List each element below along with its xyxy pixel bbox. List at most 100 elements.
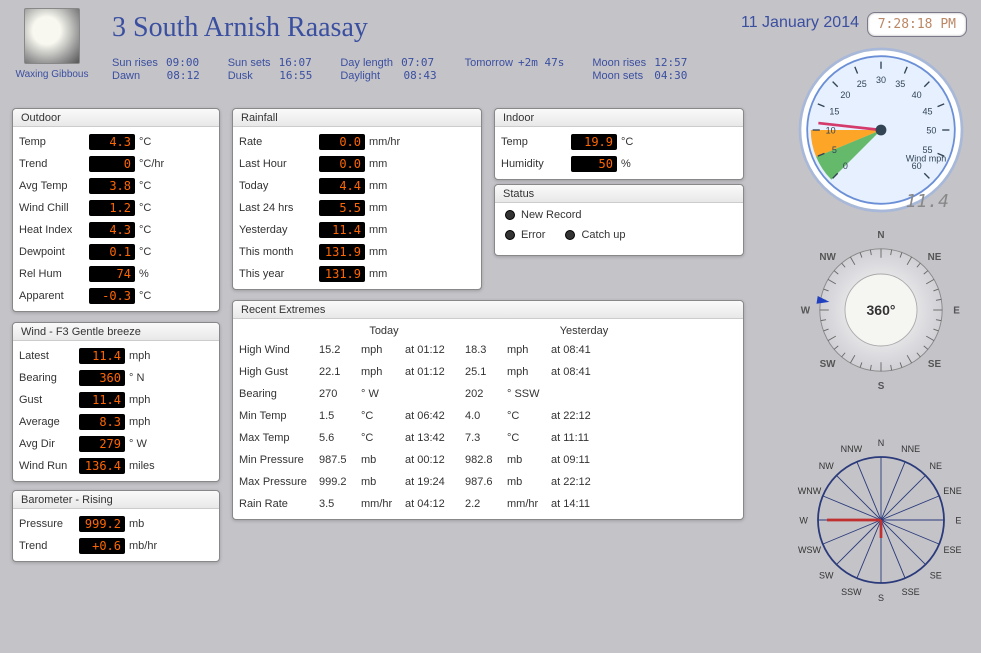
svg-text:5: 5 [832, 145, 837, 155]
svg-text:Wind mph: Wind mph [906, 154, 947, 164]
row-label: Latest [19, 350, 79, 362]
extremes-row: Min Pressure987.5mbat 00:12982.8mbat 09:… [239, 449, 737, 471]
svg-text:S: S [878, 593, 884, 603]
extremes-today-time: at 06:42 [405, 410, 465, 422]
extremes-yest-unit: °C [507, 410, 551, 422]
extremes-yest-unit: °C [507, 432, 551, 444]
extremes-yest-value: 982.8 [465, 454, 507, 466]
moon-sets-value: 04:30 [654, 69, 687, 82]
row-unit: mm/hr [369, 136, 400, 148]
svg-text:40: 40 [912, 90, 922, 100]
extremes-today-unit: °C [361, 432, 405, 444]
row-unit: mph [129, 350, 150, 362]
rainfall-panel: Rainfall Rate0.0mm/hrLast Hour0.0mmToday… [232, 108, 482, 290]
daylight-value: 08:43 [404, 69, 437, 82]
extremes-yest-value: 2.2 [465, 498, 507, 510]
row-unit: miles [129, 460, 155, 472]
tomorrow-value: +2m 47s [518, 56, 564, 69]
status-item: Error [505, 229, 545, 249]
wind-rose: NNNENEENEEESESESSESSSWSWWSWWWNWNWNNW [791, 420, 971, 620]
row-value: 11.4 [79, 392, 125, 408]
svg-text:WSW: WSW [798, 545, 821, 555]
row-value: 279 [79, 436, 125, 452]
sun-rises-label: Sun rises [112, 57, 158, 69]
row-label: Rate [239, 136, 319, 148]
data-row: Latest11.4mph [19, 345, 213, 367]
extremes-yest-unit: mph [507, 366, 551, 378]
row-unit: mm [369, 180, 387, 192]
row-value: +0.6 [79, 538, 125, 554]
svg-text:SW: SW [819, 570, 834, 580]
extremes-yest-time: at 14:11 [551, 498, 611, 510]
extremes-label: Max Pressure [239, 476, 319, 488]
svg-text:0: 0 [843, 161, 848, 171]
svg-text:SE: SE [928, 359, 942, 370]
extremes-yest-time: at 08:41 [551, 344, 611, 356]
svg-text:45: 45 [923, 106, 933, 116]
outdoor-panel: Outdoor Temp4.3°CTrend0°C/hrAvg Temp3.8°… [12, 108, 220, 312]
row-value: 0.0 [319, 156, 365, 172]
outdoor-title: Outdoor [13, 109, 219, 127]
extremes-today-time: at 00:12 [405, 454, 465, 466]
extremes-label: Min Pressure [239, 454, 319, 466]
status-label: New Record [521, 209, 582, 221]
row-value: 19.9 [571, 134, 617, 150]
barometer-title: Barometer - Rising [13, 491, 219, 509]
row-unit: °C [139, 224, 151, 236]
svg-text:SSE: SSE [902, 587, 920, 597]
row-label: Temp [19, 136, 89, 148]
almanac-row: Sun rises 09:00 Dawn 08:12 Sun sets 16:0… [112, 56, 711, 82]
row-value: 3.8 [89, 178, 135, 194]
extremes-yest-value: 7.3 [465, 432, 507, 444]
extremes-today-value: 1.5 [319, 410, 361, 422]
data-row: Humidity50% [501, 153, 737, 175]
svg-text:20: 20 [840, 90, 850, 100]
data-row: Temp4.3°C [19, 131, 213, 153]
data-row: Last Hour0.0mm [239, 153, 475, 175]
row-unit: mm [369, 158, 387, 170]
clock-display: 7:28:18 PM [867, 12, 967, 37]
extremes-today-unit: mb [361, 454, 405, 466]
extremes-today-unit: ° W [361, 388, 405, 400]
svg-text:E: E [953, 306, 960, 317]
row-value: 4.4 [319, 178, 365, 194]
wind-gauge: 051015202530354045505560Wind mph 11.4 [791, 40, 971, 220]
data-row: Wind Run136.4miles [19, 455, 213, 477]
tomorrow-label: Tomorrow [465, 57, 513, 69]
extremes-row: High Gust22.1mphat 01:1225.1mphat 08:41 [239, 361, 737, 383]
daylight-label: Daylight [340, 70, 380, 82]
extremes-today-unit: mm/hr [361, 498, 405, 510]
extremes-today-value: 5.6 [319, 432, 361, 444]
row-label: Today [239, 180, 319, 192]
data-row: Trend0°C/hr [19, 153, 213, 175]
data-row: Heat Index4.3 °C [19, 219, 213, 241]
extremes-row: High Wind15.2mphat 01:1218.3mphat 08:41 [239, 339, 737, 361]
row-label: Avg Temp [19, 180, 89, 192]
extremes-label: High Gust [239, 366, 319, 378]
svg-text:W: W [799, 516, 808, 526]
row-label: Gust [19, 394, 79, 406]
data-row: Rel Hum74% [19, 263, 213, 285]
row-label: Heat Index [19, 224, 89, 236]
row-unit: °C [139, 202, 151, 214]
row-value: 4.3 [89, 222, 135, 238]
sun-sets-value: 16:07 [279, 56, 312, 69]
row-label: Rel Hum [19, 268, 89, 280]
extremes-yest-unit: mb [507, 454, 551, 466]
data-row: Yesterday11.4mm [239, 219, 475, 241]
compass-gauge: NNEESESSWWNW 360° [791, 220, 971, 400]
row-unit: °C [139, 246, 151, 258]
row-value: 0 [89, 156, 135, 172]
row-value: 131.9 [319, 266, 365, 282]
wind-panel: Wind - F3 Gentle breeze Latest11.4mphBea… [12, 322, 220, 482]
row-unit: °C [139, 290, 151, 302]
extremes-row: Max Pressure999.2mbat 19:24987.6mbat 22:… [239, 471, 737, 493]
extremes-yest-value: 18.3 [465, 344, 507, 356]
extremes-panel: Recent Extremes Today Yesterday High Win… [232, 300, 744, 520]
extremes-label: Max Temp [239, 432, 319, 444]
status-led-icon [565, 230, 575, 240]
extremes-today-time: at 01:12 [405, 366, 465, 378]
row-value: 74 [89, 266, 135, 282]
data-row: Temp19.9°C [501, 131, 737, 153]
extremes-label: Rain Rate [239, 498, 319, 510]
